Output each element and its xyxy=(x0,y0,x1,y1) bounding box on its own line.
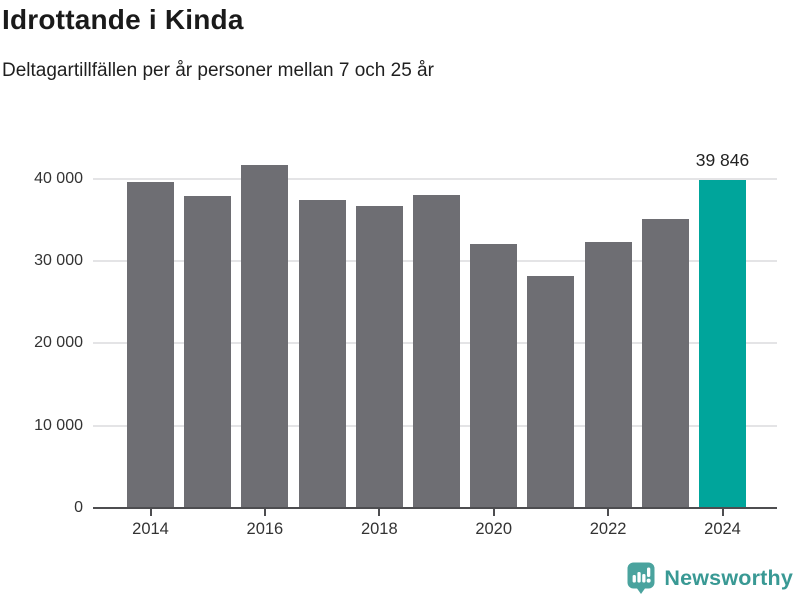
bar-2021 xyxy=(527,275,575,508)
x-axis-tick-label: 2014 xyxy=(132,520,169,538)
x-axis-tick xyxy=(263,508,266,516)
x-axis-tick xyxy=(492,508,495,516)
bar-2020 xyxy=(470,244,518,508)
x-axis-tick xyxy=(378,508,381,516)
bar-2014 xyxy=(127,181,174,508)
x-axis-tick-label: 2022 xyxy=(589,520,627,538)
newsworthy-logo: Newsworthy xyxy=(627,562,793,595)
bar-2022 xyxy=(584,241,632,508)
bar-2015 xyxy=(184,195,232,508)
bar-2019 xyxy=(413,194,460,508)
bar-2017 xyxy=(298,199,346,508)
x-axis-tick-label: 2024 xyxy=(704,520,741,538)
plot-area: 0 10 000 20 000 30 000 40 000 39 846 2014 2016 2… xyxy=(34,145,777,538)
y-axis-tick-label: 10 000 xyxy=(34,416,83,434)
x-axis-tick xyxy=(607,508,610,516)
gridline-y-40000 xyxy=(93,177,777,180)
x-axis-tick xyxy=(149,508,152,516)
highlight-value-label: 39 846 xyxy=(695,149,750,170)
y-axis-tick-label: 0 xyxy=(74,499,83,516)
x-axis-line xyxy=(93,506,777,509)
x-axis-tick-label: 2020 xyxy=(475,520,513,538)
y-axis-tick-label: 40 000 xyxy=(34,169,83,187)
bar-2018 xyxy=(355,205,403,508)
newsworthy-icon xyxy=(627,562,655,594)
y-axis-tick-label: 20 000 xyxy=(34,334,83,352)
bar-2023 xyxy=(641,218,689,508)
y-axis-tick-label: 30 000 xyxy=(34,251,83,269)
bar-2016 xyxy=(241,165,289,508)
x-axis-tick-label: 2018 xyxy=(360,520,398,538)
page-title: Idrottande i Kinda xyxy=(2,4,244,35)
newsworthy-wordmark: Newsworthy xyxy=(664,566,793,590)
chart-subtitle: Deltagartillfällen per år personer mella… xyxy=(2,60,434,81)
x-axis-tick-label: 2016 xyxy=(246,520,284,538)
bar-2024 xyxy=(699,179,746,508)
x-axis-tick xyxy=(721,508,724,516)
